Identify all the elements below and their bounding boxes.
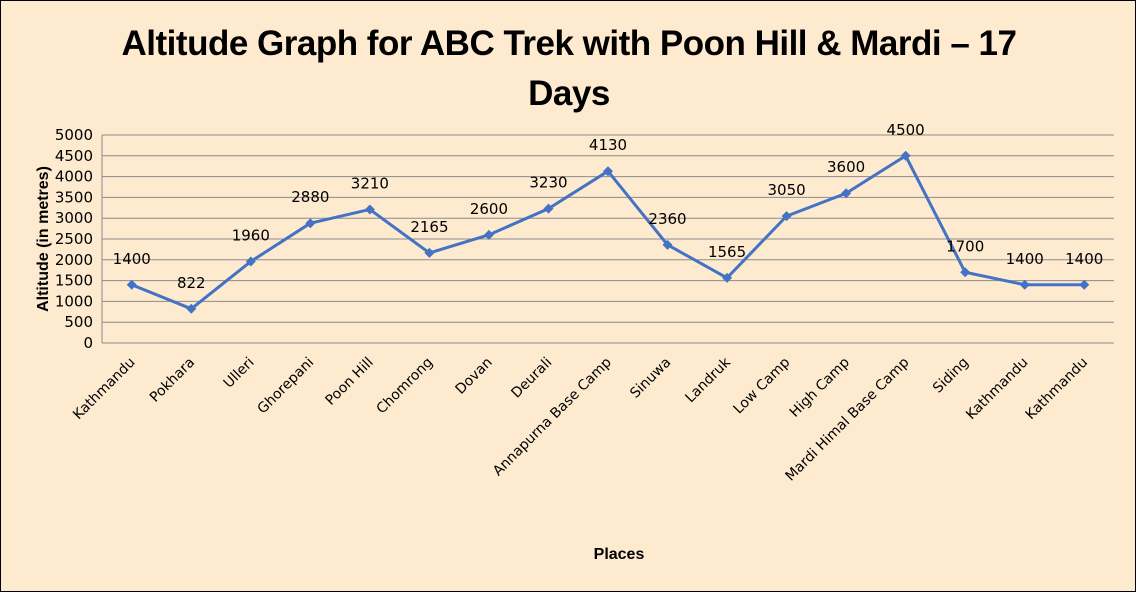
y-tick-label: 2000: [55, 251, 93, 269]
y-tick-label: 2500: [55, 230, 93, 248]
data-label: 3600: [827, 158, 865, 176]
y-tick-label: 4000: [55, 168, 93, 186]
data-label: 3230: [529, 174, 567, 192]
x-category-label: Sinuwa: [627, 355, 674, 402]
x-category-label: Low Camp: [731, 354, 794, 417]
diamond-marker-icon: [245, 256, 256, 267]
data-label: 2600: [470, 200, 508, 218]
data-label: 2165: [410, 218, 448, 236]
diamond-marker-icon: [781, 211, 792, 222]
y-tick-label: 0: [83, 334, 93, 352]
x-category-label: High Camp: [787, 354, 853, 420]
x-category-label: Chomrong: [374, 355, 437, 418]
diamond-marker-icon: [1079, 279, 1090, 290]
diamond-marker-icon: [305, 218, 316, 229]
y-tick-label: 5000: [55, 126, 93, 144]
data-series: [126, 150, 1090, 314]
x-category-label: Kathmandu: [70, 355, 138, 423]
x-category-label: Ulleri: [221, 355, 258, 392]
data-label: 4500: [887, 121, 925, 139]
x-category-label: Landruk: [682, 354, 734, 406]
chart-title: Altitude Graph for ABC Trek with Poon Hi…: [1, 19, 1135, 119]
chart-title-line-2: Days: [528, 74, 610, 113]
x-category-label: Kathmandu: [963, 355, 1031, 423]
x-category-label: Poon Hill: [323, 355, 377, 409]
diamond-marker-icon: [960, 267, 971, 278]
diamond-marker-icon: [722, 272, 733, 283]
x-category-label: Kathmandu: [1023, 355, 1091, 423]
x-category-label: Mardi Himal Base Camp: [783, 354, 913, 484]
y-tick-label: 3500: [55, 188, 93, 206]
diamond-marker-icon: [424, 247, 435, 258]
y-tick-label: 1500: [55, 272, 93, 290]
y-tick-label: 500: [64, 313, 93, 331]
x-category-label: Dovan: [453, 355, 496, 398]
data-label: 822: [177, 274, 206, 292]
diamond-marker-icon: [483, 229, 494, 240]
x-category-label: Ghorepani: [255, 355, 318, 418]
x-axis-title: Places: [594, 546, 645, 563]
diamond-marker-icon: [543, 203, 554, 214]
gridlines: [101, 134, 1114, 344]
altitude-line: [131, 154, 1085, 311]
y-axis-ticks: 0 500 1000 1500 2000 2500 3000 3500 4000 4500 5000: [55, 126, 93, 352]
diamond-marker-icon: [1019, 279, 1030, 290]
x-category-label: Annapurna Base Camp: [490, 354, 615, 479]
data-labels: 1400 822 1960 2880 3210 2165 2600 3230 4130 2360 1…: [113, 121, 1104, 292]
data-label: 3210: [351, 174, 389, 192]
diamond-marker-icon: [364, 204, 375, 215]
diamond-marker-icon: [841, 188, 852, 199]
data-label: 1700: [946, 237, 984, 255]
data-label: 1960: [232, 226, 270, 244]
x-category-label: Pokhara: [147, 355, 198, 406]
data-label: 1400: [1065, 250, 1103, 268]
data-label: 2360: [648, 210, 686, 228]
data-label: 1400: [1006, 250, 1044, 268]
y-axis-title: Altitude (in metres): [35, 166, 52, 312]
diamond-marker-icon: [662, 239, 673, 250]
data-label: 1565: [708, 243, 746, 261]
y-tick-label: 1000: [55, 292, 93, 310]
data-label: 3050: [767, 181, 805, 199]
diamond-marker-icon: [186, 303, 197, 314]
data-label: 4130: [589, 136, 627, 154]
chart-title-line-1: Altitude Graph for ABC Trek with Poon Hi…: [121, 24, 1017, 63]
data-label: 2880: [291, 188, 329, 206]
x-category-label: Siding: [930, 355, 972, 397]
diamond-marker-icon: [603, 166, 613, 177]
y-tick-label: 3000: [55, 209, 93, 227]
diamond-marker-icon: [126, 279, 137, 290]
x-category-label: Deurali: [508, 355, 555, 402]
data-label: 1400: [113, 250, 151, 268]
diamond-marker-icon: [900, 150, 911, 161]
y-tick-label: 4500: [55, 147, 93, 165]
